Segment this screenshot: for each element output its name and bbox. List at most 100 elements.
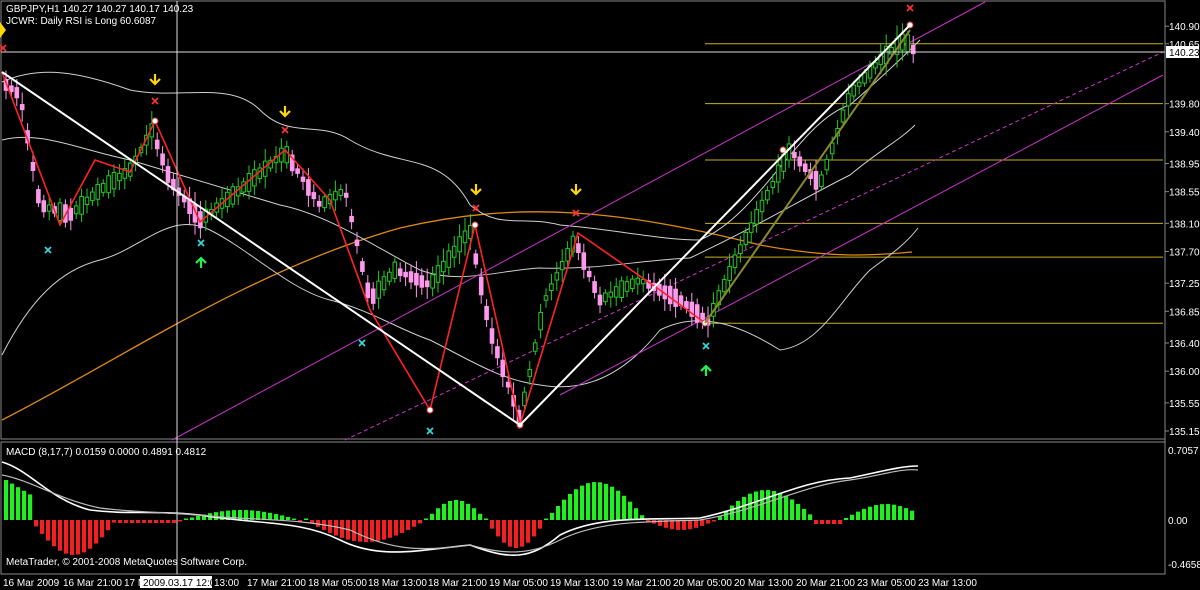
time-axis-label: 23 Mar 05:00 [857,578,916,589]
price-axis-label: 138.10 [1169,219,1200,230]
macd-bar [856,511,861,520]
price-axis-label: 135.15 [1169,427,1200,438]
macd-bar [898,506,903,520]
macd-bar [442,503,447,520]
moving-average [1,211,913,421]
rsi-indicator-text: JCWR: Daily RSI is Long 60.6087 [6,16,157,27]
trend-lines[interactable] [1,24,911,426]
time-axis-label: 23 Mar 13:00 [918,578,977,589]
macd-histogram [1,461,919,557]
candle-body [846,93,851,107]
macd-bar [886,504,891,520]
price-axis-label: 136.00 [1169,367,1200,378]
price-axis-label: 136.85 [1169,307,1200,318]
macd-bar [292,518,297,520]
macd-bar [670,520,675,530]
candlesticks [3,23,916,429]
price-axis-label: 140.65 [1169,40,1200,51]
macd-bar [808,514,813,520]
candle-body [68,207,74,221]
candle-body [441,260,446,273]
candle-body [478,276,484,296]
macd-bar [118,520,123,523]
candle-body [160,153,165,166]
sell-arrow [279,106,291,118]
candle-body [613,286,619,298]
trend-line-down [1,71,521,426]
macd-bar [304,518,309,520]
candle-body [73,205,79,215]
current-price-label: 140.23 [1169,48,1200,59]
macd-bar [694,520,699,528]
candle-body [30,162,36,171]
candle-body [500,359,506,378]
macd-bar [556,506,561,520]
macd-bar [220,511,225,520]
macd-bar [880,504,885,520]
candle-body [419,275,425,288]
candle-body [360,261,365,272]
macd-bar [28,494,33,520]
price-axis-label: 140.90 [1169,22,1200,33]
price-axis-label: 137.25 [1169,279,1200,290]
time-axis-label: 19 Mar 05:00 [489,578,548,589]
macd-bar [430,513,435,520]
macd-bar [520,520,525,547]
macd-bar [628,501,633,520]
sell-arrow [470,184,482,196]
candle-body [424,280,430,288]
candle-body [738,244,743,255]
macd-bar [748,493,753,520]
macd-bar [280,515,285,520]
macd-bar [172,520,177,523]
macd-bar [100,520,105,538]
macd-bar [46,520,51,541]
zigzag-lines[interactable] [1,21,914,429]
candle-body [527,369,533,377]
current-price-tag [1166,46,1199,58]
macd-bar [496,520,501,537]
candle-body [14,87,20,99]
candle-body [829,142,835,155]
price-axis-label: 138.55 [1169,188,1200,199]
x-marker [0,44,7,52]
candle-body [559,260,565,271]
candle-body [435,265,441,283]
macd-bar [772,490,777,520]
candle-body [840,109,846,123]
macd-bar [16,487,21,520]
macd-label: MACD (8,17,7) 0.0159 0.0000 0.4891 0.481… [6,447,207,458]
candle-body [365,282,371,299]
macd-bar [250,510,255,520]
candle-body [19,104,25,111]
candle-body [586,270,592,278]
macd-bar [742,496,747,520]
macd-bar [142,520,147,523]
sell-arrow [149,74,161,86]
time-axis-label: 18 Mar 13:00 [368,578,427,589]
x-marker [44,246,52,254]
regression-channel[interactable] [171,1,1164,441]
macd-bar [580,485,585,520]
time-axis-label: 17 Mar 21:00 [247,578,306,589]
candle-body [349,215,354,223]
candle-body [468,225,473,239]
macd-bar [664,520,669,528]
macd-bar [550,512,555,520]
candle-body [905,34,911,53]
candle-body [408,271,414,283]
macd-bar [424,518,429,520]
candle-body [95,183,101,200]
candle-body [111,171,117,190]
macd-axis-top: 0.7057 [1168,446,1199,457]
candle-body [117,172,122,182]
candle-body [532,342,538,352]
candle-body [484,305,489,321]
macd-bar [64,520,69,554]
macd-bar [364,520,369,542]
zigzag-pivot [426,406,434,414]
price-axis-label: 136.40 [1169,339,1200,350]
macd-bar [286,516,291,520]
macd-bar [796,503,801,520]
